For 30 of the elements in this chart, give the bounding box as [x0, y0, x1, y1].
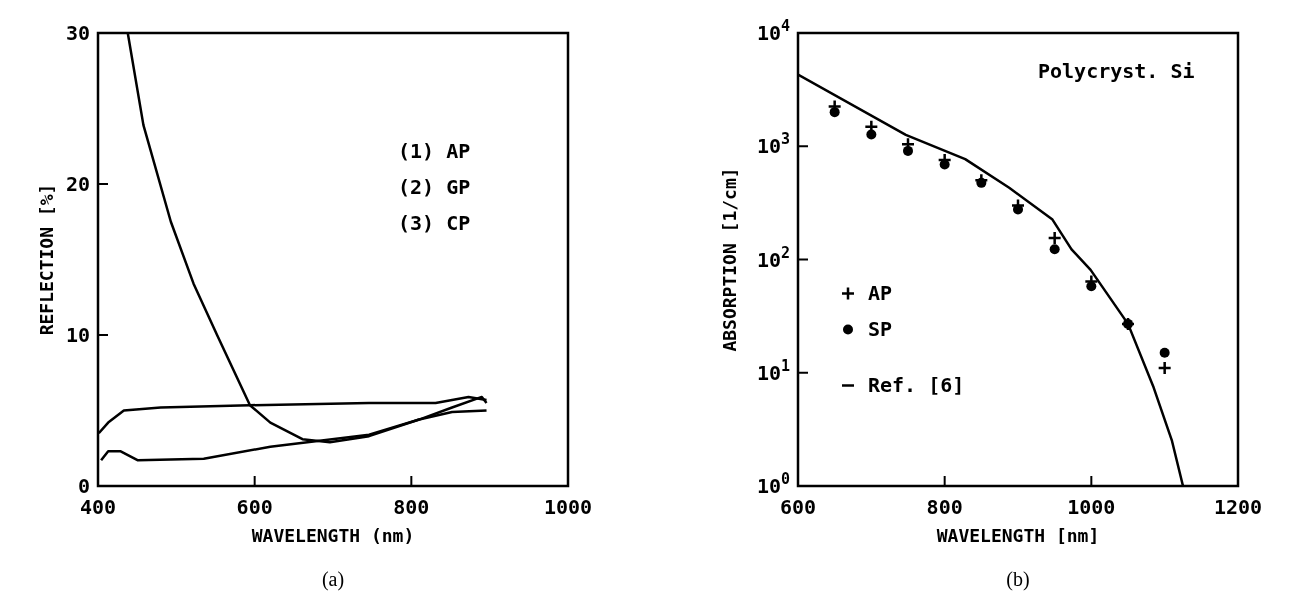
- y-tick-label: 10$^{0}$: [756, 470, 790, 498]
- y-tick-label: 30: [65, 21, 90, 45]
- y-tick-label: 10$^{3}$: [756, 130, 790, 159]
- y-tick-label: 10$^{2}$: [756, 243, 790, 272]
- legend-label: Ref. [6]: [868, 372, 965, 397]
- legend-label: SP: [868, 316, 893, 341]
- annotation: (2) GP: [398, 175, 471, 199]
- x-tick-label: 600: [779, 495, 817, 519]
- x-tick-label: 1000: [543, 495, 593, 519]
- annotation: (3) CP: [398, 211, 471, 235]
- y-tick-label: 10$^{1}$: [756, 356, 790, 385]
- annotation: (1) AP: [398, 139, 471, 163]
- x-tick-label: 800: [926, 495, 963, 519]
- y-tick-label: 10$^{4}$: [756, 17, 790, 45]
- x-tick-label: 800: [393, 495, 430, 519]
- text: (a): [321, 568, 345, 591]
- legend-label: AP: [868, 280, 893, 305]
- annotation: Polycryst. Si: [1038, 59, 1195, 83]
- y-axis-title: REFLECTION [%]: [36, 183, 57, 336]
- y-tick-label: 10: [65, 323, 90, 347]
- x-tick-label: 1000: [1067, 495, 1116, 519]
- y-axis-title: ABSORPTION [1/cm]: [719, 167, 740, 352]
- y-tick-label: 20: [65, 172, 90, 196]
- text: (b): [1006, 568, 1030, 591]
- y-tick-label: 0: [77, 474, 90, 498]
- x-tick-label: 1200: [1213, 495, 1263, 519]
- x-axis-title: WAVELENGTH [nm]: [936, 525, 1100, 546]
- x-tick-label: 600: [236, 495, 273, 519]
- x-axis-title: WAVELENGTH (nm): [251, 525, 415, 546]
- x-tick-label: 400: [79, 495, 117, 519]
